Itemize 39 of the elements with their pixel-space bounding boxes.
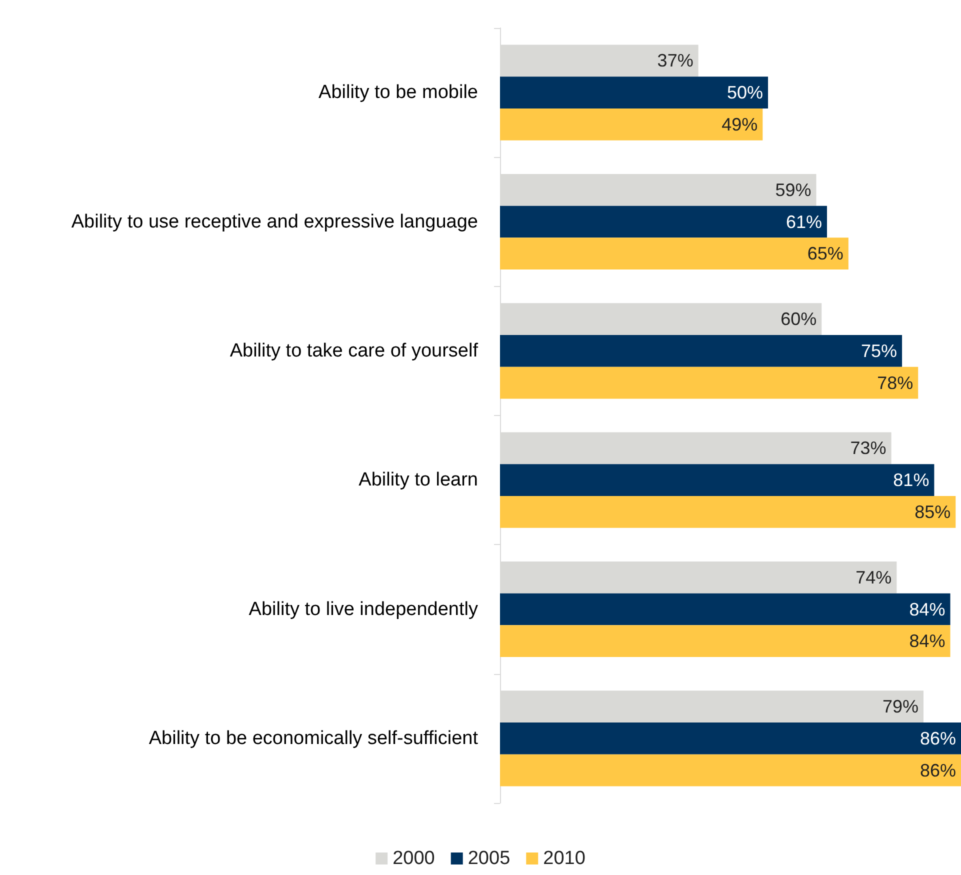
legend-label: 2010 xyxy=(543,848,586,869)
y-tick-label: Ability to be economically self-sufficient xyxy=(148,728,479,749)
bar xyxy=(500,625,950,658)
data-label: 50% xyxy=(726,82,764,103)
data-label: 84% xyxy=(909,599,946,620)
data-label: 75% xyxy=(861,340,898,361)
data-label: 49% xyxy=(722,114,758,134)
data-label: 37% xyxy=(657,50,694,71)
data-label: 79% xyxy=(882,696,918,717)
bar xyxy=(500,496,956,528)
legend-label: 2005 xyxy=(468,848,510,869)
bar xyxy=(500,206,827,238)
bar xyxy=(500,464,934,496)
data-label: 78% xyxy=(877,372,914,393)
bar xyxy=(500,593,950,626)
bar xyxy=(500,238,848,270)
data-label: 60% xyxy=(780,309,817,330)
data-label: 81% xyxy=(893,470,930,490)
bar xyxy=(500,754,961,786)
y-tick-label: Ability to learn xyxy=(358,470,478,491)
y-tick-label: Ability to take care of yourself xyxy=(230,340,479,362)
legend-label: 2000 xyxy=(392,848,435,869)
y-tick-label: Ability to be mobile xyxy=(318,82,478,104)
data-label: 86% xyxy=(920,760,956,780)
data-label: 73% xyxy=(850,438,886,458)
data-label: 74% xyxy=(856,567,892,588)
bar xyxy=(500,366,918,399)
data-label: 86% xyxy=(920,728,956,748)
data-label: 84% xyxy=(909,631,946,652)
data-label: 61% xyxy=(786,212,822,232)
data-label: 59% xyxy=(775,180,812,200)
bar xyxy=(500,76,768,109)
bar xyxy=(500,334,902,367)
bar xyxy=(500,108,763,140)
data-label: 85% xyxy=(914,502,951,522)
bar xyxy=(500,722,961,754)
data-label: 65% xyxy=(807,244,844,264)
y-tick-label: Ability to live independently xyxy=(248,598,478,620)
y-tick-label: Ability to use receptive and expressive language xyxy=(71,211,478,232)
